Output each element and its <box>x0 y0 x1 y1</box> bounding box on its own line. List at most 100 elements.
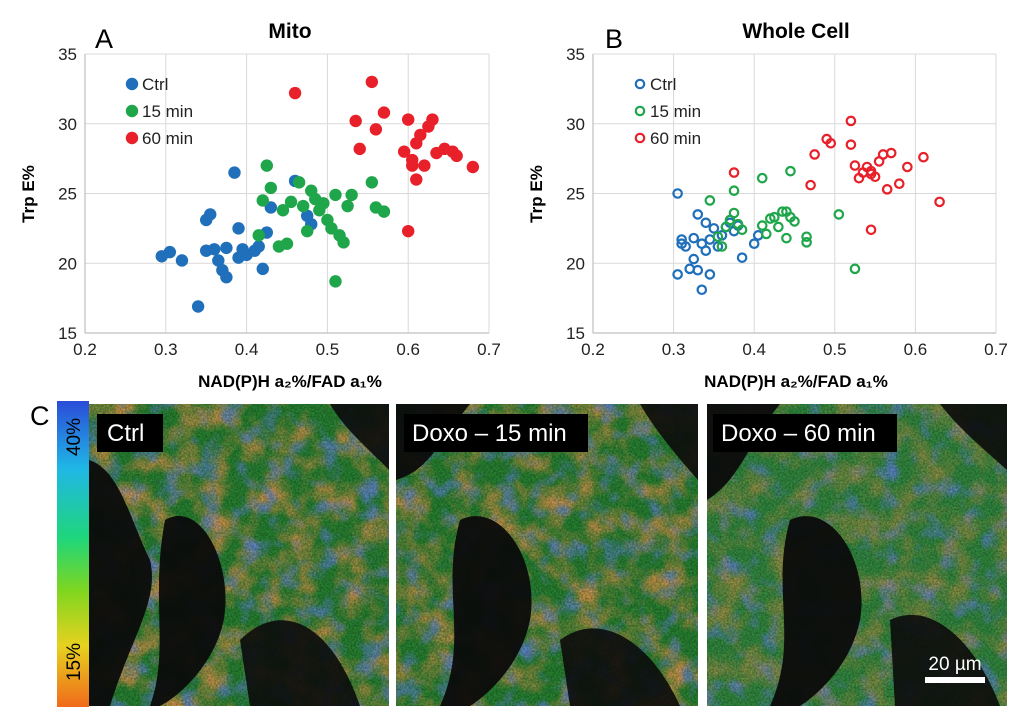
point-ctrl <box>212 254 225 267</box>
point-60-min <box>885 147 897 159</box>
legend-b: Ctrl 15 min 60 min <box>634 75 701 148</box>
point-ctrl <box>752 230 764 241</box>
point-15-min <box>716 241 728 252</box>
point-15-min <box>377 205 391 218</box>
point-60-min <box>825 137 837 149</box>
point-60-min <box>377 106 391 119</box>
y-tick-label: 15 <box>58 324 77 343</box>
tick-labels-b: 0.2 0.3 0.4 0.5 0.6 0.7 15 20 25 30 35 <box>566 45 1008 359</box>
point-15-min <box>292 176 306 189</box>
x-axis-label-b: NAD(P)H a₂%/FAD a₁% <box>704 372 888 391</box>
legend-label-60-min: 60 min <box>142 129 193 148</box>
point-60-min <box>728 167 740 178</box>
legend-marker-ctrl <box>634 78 646 90</box>
x-tick-label: 0.3 <box>662 340 686 359</box>
x-tick-label: 0.4 <box>235 340 259 359</box>
legend-label-60-min: 60 min <box>650 129 701 148</box>
scale-bar-label: 20 µm <box>928 654 981 675</box>
image-panel-c: C 40% 15% <box>30 401 1007 707</box>
point-15-min <box>280 237 294 250</box>
point-60-min <box>877 149 889 160</box>
point-60-min <box>893 178 905 190</box>
legend-label-15-min: 15 min <box>650 102 701 121</box>
point-15-min <box>301 224 314 238</box>
point-60-min <box>845 139 857 150</box>
point-60-min <box>418 159 431 172</box>
x-axis-label-a: NAD(P)H a₂%/FAD a₁% <box>198 372 382 391</box>
y-tick-label: 30 <box>58 115 77 134</box>
point-60-min <box>426 113 439 126</box>
point-15-min <box>276 204 290 217</box>
point-ctrl <box>688 232 700 244</box>
point-60-min <box>918 151 929 163</box>
legend-marker-60-min <box>634 132 646 144</box>
point-60-min <box>845 115 857 127</box>
y-tick-label: 35 <box>58 45 77 64</box>
point-15-min <box>704 195 716 206</box>
point-ctrl <box>208 243 221 256</box>
panel-label-a: A <box>95 24 113 54</box>
point-ctrl <box>672 269 683 280</box>
point-15-min <box>833 209 845 220</box>
point-15-min <box>785 165 796 177</box>
point-15-min <box>801 237 812 248</box>
point-ctrl <box>204 208 217 221</box>
point-60-min <box>406 153 419 167</box>
point-60-min <box>805 179 816 191</box>
x-tick-label: 0.2 <box>73 340 97 359</box>
point-ctrl <box>712 241 724 252</box>
chart-panel-b: B Whole Cell 0.2 0.3 0.4 0.5 0.6 0.7 15 20 25 30 3… <box>527 20 1008 391</box>
x-tick-label: 0.6 <box>396 340 420 359</box>
x-tick-label: 0.3 <box>154 340 178 359</box>
point-ctrl <box>692 209 704 220</box>
point-15-min <box>365 176 379 189</box>
point-15-min <box>712 231 724 243</box>
point-60-min <box>934 196 945 208</box>
point-ctrl <box>748 238 760 250</box>
tick-labels-a: 0.2 0.3 0.4 0.5 0.6 0.7 15 20 25 30 35 <box>58 45 501 359</box>
point-60-min <box>369 123 383 136</box>
point-ctrl <box>688 253 700 265</box>
point-ctrl <box>228 166 241 179</box>
image-label-doxo-15: Doxo – 15 min <box>412 420 567 447</box>
legend-marker-60-min <box>125 131 139 145</box>
panel-label-c: C <box>30 401 50 431</box>
image-label-ctrl: Ctrl <box>107 420 144 447</box>
point-ctrl <box>680 241 691 252</box>
point-60-min <box>414 128 427 142</box>
colorbar-bottom-label: 15% <box>64 643 85 681</box>
image-label-doxo-60: Doxo – 60 min <box>721 420 876 447</box>
image-label-bg-ctrl <box>97 414 163 452</box>
point-60-min <box>349 114 362 128</box>
data-points-b <box>672 115 945 296</box>
point-ctrl <box>252 240 265 253</box>
y-tick-label: 15 <box>566 324 585 343</box>
point-15-min <box>736 224 748 236</box>
point-ctrl <box>232 222 245 235</box>
chart-title-a: Mito <box>268 20 311 43</box>
point-15-min <box>317 197 330 210</box>
point-60-min <box>450 149 463 163</box>
legend-a: Ctrl 15 min 60 min <box>125 75 193 148</box>
point-ctrl <box>256 262 269 276</box>
chart-panel-a: A Mito 0.2 0.3 0.4 0.5 0.6 0.7 15 20 25 30 35 NAD(… <box>19 20 501 391</box>
legend-marker-15-min <box>125 104 139 118</box>
point-60-min <box>402 113 415 126</box>
point-15-min <box>781 232 792 244</box>
x-tick-label: 0.7 <box>477 340 501 359</box>
gridlines-b <box>592 53 997 334</box>
point-ctrl <box>684 263 696 275</box>
point-60-min <box>902 161 913 173</box>
chart-title-b: Whole Cell <box>742 20 849 43</box>
x-tick-label: 0.2 <box>581 340 605 359</box>
point-ctrl <box>708 223 720 234</box>
point-ctrl <box>191 300 205 313</box>
legend-label-ctrl: Ctrl <box>142 75 168 94</box>
point-15-min <box>337 236 350 249</box>
point-15-min <box>773 221 784 233</box>
data-points-a <box>155 75 480 313</box>
point-60-min <box>397 145 411 158</box>
y-tick-label: 25 <box>58 185 77 204</box>
y-tick-label: 20 <box>566 254 585 273</box>
